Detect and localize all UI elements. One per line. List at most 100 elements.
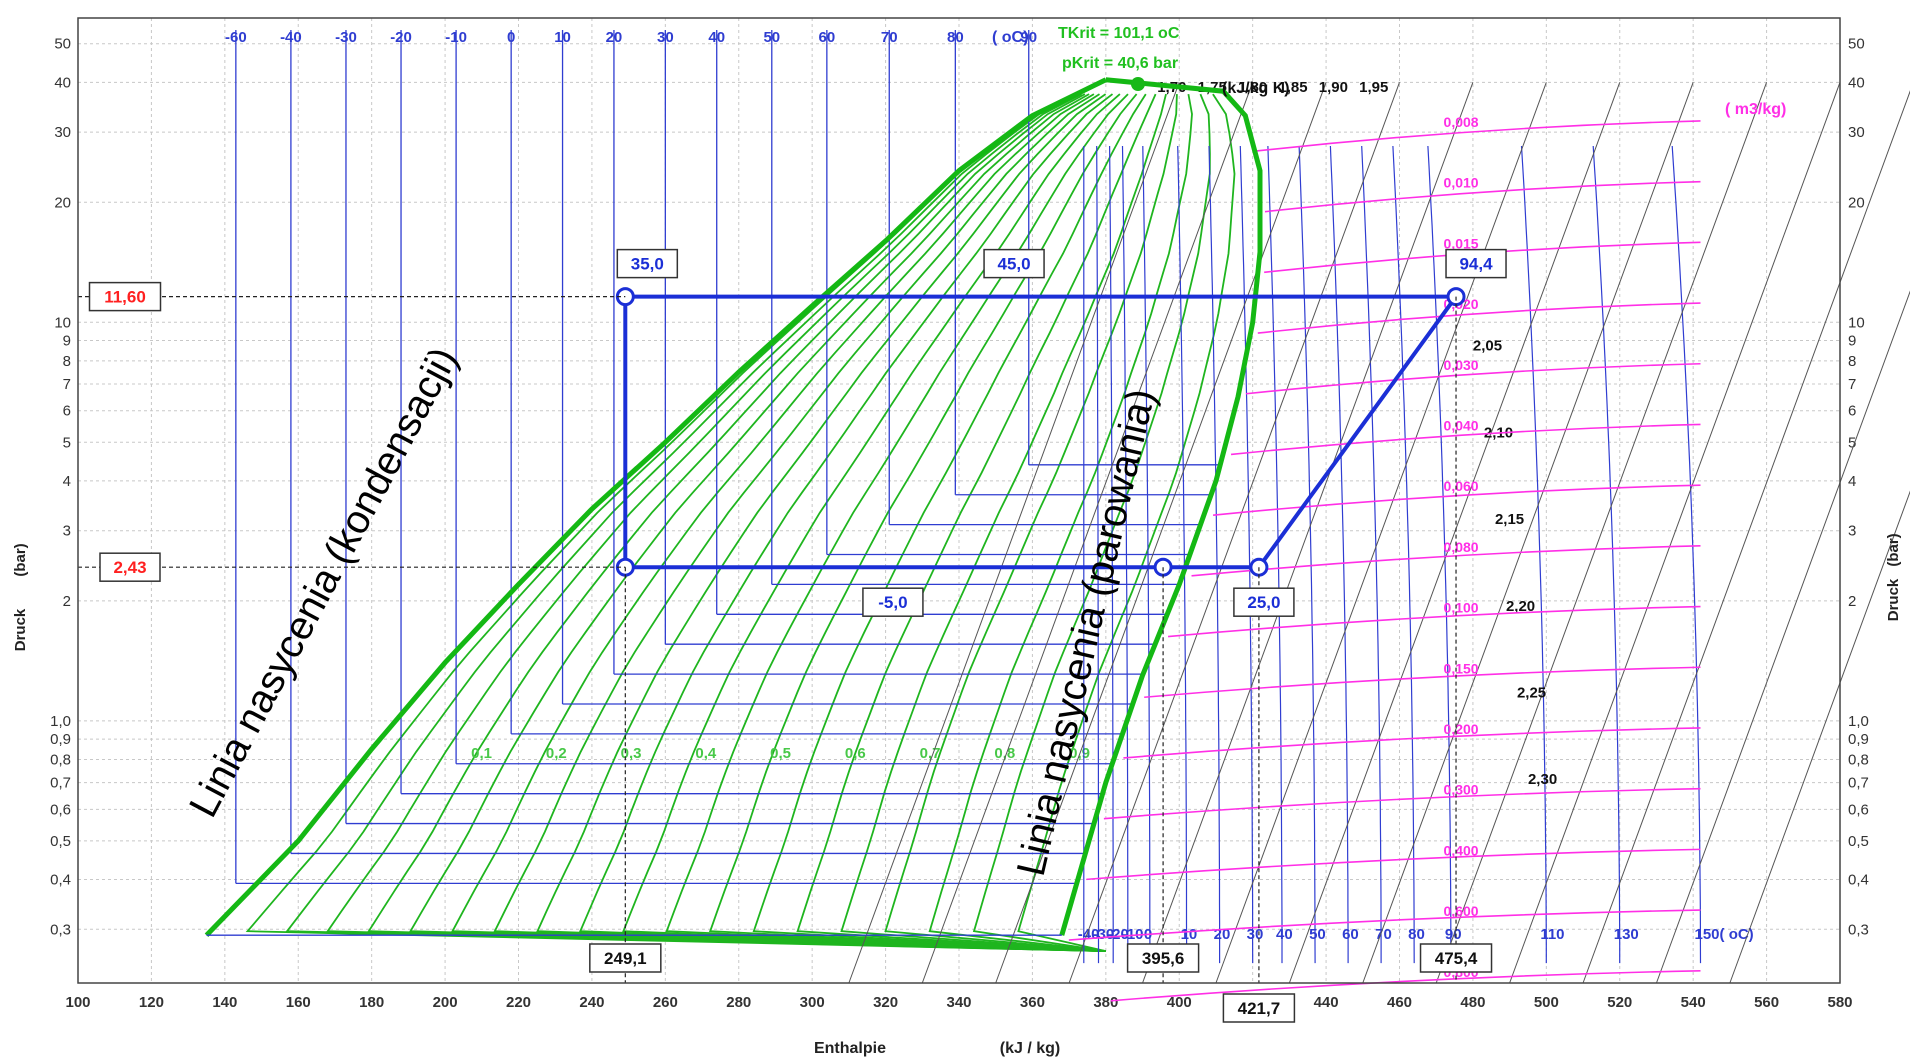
quality-line xyxy=(665,93,1129,952)
volume-label: 0,100 xyxy=(1444,600,1479,616)
discharge-temp-label-box xyxy=(1445,248,1507,279)
y-tick-label-right: 0,5 xyxy=(1848,833,1869,850)
quality-label: 0,2 xyxy=(546,745,567,762)
superheat-isotherm xyxy=(1267,145,1283,964)
entropy-line xyxy=(1362,82,1694,984)
superheat-isotherm xyxy=(1298,145,1316,964)
entropy-label: 1,85 xyxy=(1278,79,1307,96)
volume-label: 0,600 xyxy=(1444,903,1479,919)
h-suction-label: 421,7 xyxy=(1238,999,1281,1018)
quality-label: 0,1 xyxy=(471,745,492,762)
y-axis-unit-left: (bar) xyxy=(12,543,29,576)
plot-frame xyxy=(77,17,1841,984)
y-tick-label-right: 9 xyxy=(1848,333,1856,350)
entropy-label: 2,15 xyxy=(1495,511,1524,528)
volume-label: 0,015 xyxy=(1444,235,1479,251)
entropy-line xyxy=(1288,82,1621,984)
y-axis-label-left: Druck xyxy=(12,608,29,651)
x-tick-label: 380 xyxy=(1093,994,1118,1011)
superheat-temperature-label: -20 xyxy=(1107,926,1129,943)
volume-label: 0,300 xyxy=(1444,782,1479,798)
x-tick-label: 320 xyxy=(873,994,898,1011)
top-temperature-label: 30 xyxy=(657,29,674,46)
superheat-isotherm xyxy=(1208,145,1221,964)
x-tick-label: 580 xyxy=(1827,994,1852,1011)
h-discharge-label: 475,4 xyxy=(1435,949,1478,968)
condensation-temp-label-box xyxy=(616,248,679,279)
y-tick-label-left: 20 xyxy=(54,194,71,211)
y-tick-label-right: 50 xyxy=(1848,36,1865,53)
volume-line xyxy=(1086,848,1701,881)
superheat-isotherm xyxy=(1592,145,1621,964)
entropy-line xyxy=(921,82,1254,984)
x-axis-label: Enthalpie xyxy=(814,1040,886,1057)
x-tick-label: 560 xyxy=(1754,994,1779,1011)
entropy-line xyxy=(1729,490,1910,984)
y-tick-label-left: 6 xyxy=(63,403,71,420)
h-sat-vapor-label-box xyxy=(1126,943,1200,973)
y-tick-label-left: 0,8 xyxy=(50,752,71,769)
y-tick-label-left: 2 xyxy=(63,593,71,610)
pressure-high-label-box xyxy=(88,281,162,312)
suction-temp-label: 25,0 xyxy=(1247,593,1280,612)
volume-label: 0,010 xyxy=(1444,175,1479,191)
liquid-saturation-line xyxy=(204,77,1107,937)
quality-line xyxy=(840,93,1167,952)
quality-label: 0,3 xyxy=(621,745,642,762)
entropy-label: 1,80 xyxy=(1238,79,1267,96)
critical-point xyxy=(1131,77,1145,91)
x-tick-label: 340 xyxy=(946,994,971,1011)
top-temperature-label: -40 xyxy=(280,29,302,46)
quality-label: 0,8 xyxy=(994,745,1015,762)
superheat-temperature-label: 80 xyxy=(1408,926,1425,943)
superheat-temperature-label: 40 xyxy=(1276,926,1293,943)
y-tick-label-right: 0,9 xyxy=(1848,731,1869,748)
volume-line xyxy=(1144,666,1701,699)
quality-line xyxy=(536,93,1107,952)
y-tick-label-right: 0,8 xyxy=(1848,752,1869,769)
volume-line xyxy=(1212,484,1701,516)
y-tick-label-left: 0,5 xyxy=(50,833,71,850)
x-tick-label: 400 xyxy=(1167,994,1192,1011)
x-tick-label: 260 xyxy=(653,994,678,1011)
volume-line xyxy=(1257,302,1701,334)
top-temperature-label: 80 xyxy=(947,29,964,46)
volume-line xyxy=(1110,969,1701,1002)
y-tick-label-right: 8 xyxy=(1848,353,1856,370)
superheat-isotherm xyxy=(1361,145,1382,964)
y-tick-label-left: 3 xyxy=(63,523,71,540)
evaporation-temp-label-box xyxy=(862,587,924,617)
top-temperature-label: -10 xyxy=(445,29,467,46)
entropy-label: 2,25 xyxy=(1517,684,1546,701)
y-tick-label-left: 0,3 xyxy=(50,921,71,938)
volume-line xyxy=(1103,787,1701,820)
x-tick-label: 200 xyxy=(433,994,458,1011)
quality-line xyxy=(884,94,1178,952)
superheat-temperature-label: 150( oC) xyxy=(1695,926,1754,943)
superheat-temperature-label: 10 xyxy=(1181,926,1198,943)
superheat-temperature-label: 70 xyxy=(1375,926,1392,943)
x-tick-label: 500 xyxy=(1534,994,1559,1011)
superheat-temperature-label: 60 xyxy=(1342,926,1359,943)
pressure-low-label-box xyxy=(99,552,161,582)
quality-line xyxy=(451,93,1106,952)
volume-label: 0,060 xyxy=(1444,478,1479,494)
superheat-isotherm xyxy=(1427,145,1452,964)
superheat-isotherm xyxy=(1121,145,1129,964)
entropy-label: 2,20 xyxy=(1506,598,1535,615)
entropy-line xyxy=(1215,82,1547,984)
refrigeration-cycle xyxy=(78,287,1466,983)
x-tick-label: 240 xyxy=(579,994,604,1011)
superheat-temperature-label: 110 xyxy=(1540,926,1564,943)
volume-line xyxy=(1068,909,1701,941)
y-tick-label-right: 40 xyxy=(1848,74,1865,91)
top-temperature-label: 70 xyxy=(881,29,898,46)
entropy-label: 1,90 xyxy=(1319,79,1348,96)
superheat-isotherm xyxy=(1177,145,1188,964)
h-suction-label-box xyxy=(1222,993,1296,1023)
y-tick-label-left: 0,9 xyxy=(50,731,71,748)
y-tick-label-right: 10 xyxy=(1848,314,1865,331)
top-temperature-label: -20 xyxy=(390,29,412,46)
chart-labels: 11,60 2,43 35,0 45,0 94,4 -5,0 25,0 249,1 395,6 4… xyxy=(88,248,1507,1023)
entropy-line xyxy=(1582,90,1910,984)
